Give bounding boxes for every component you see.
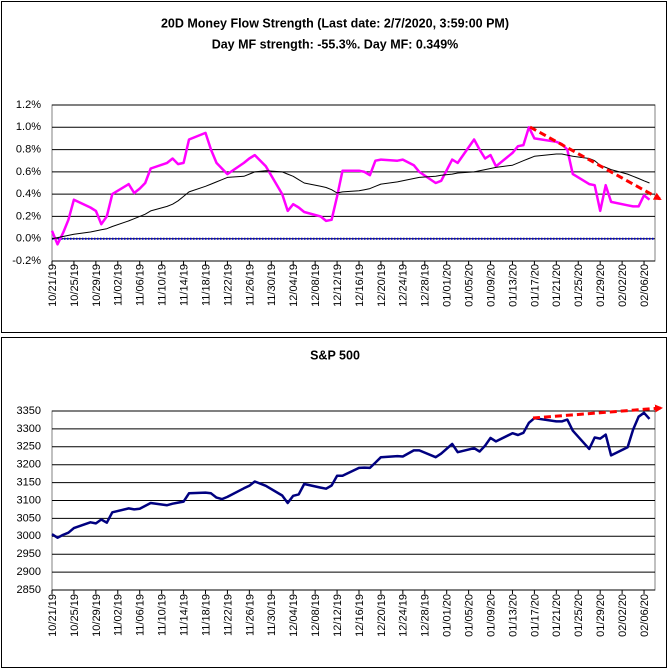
y-tick-label: -0.2%: [12, 255, 41, 267]
x-tick-label: 12/24/19: [398, 264, 410, 307]
x-tick-label: 01/25/20: [573, 264, 585, 307]
x-tick-label: 12/16/19: [354, 264, 366, 307]
x-tick-label: 01/05/20: [464, 264, 476, 307]
x-tick-label: 11/10/19: [157, 264, 169, 306]
x-tick-label: 12/28/19: [420, 594, 432, 637]
x-tick-label: 12/28/19: [420, 264, 432, 307]
x-tick-label: 11/14/19: [178, 264, 190, 306]
x-tick-label: 02/06/20: [639, 594, 651, 637]
y-tick-label: 0.2%: [16, 210, 41, 222]
x-tick-label: 11/30/19: [266, 594, 278, 636]
y-tick-label: 3100: [17, 494, 41, 506]
x-tick-label: 12/12/19: [332, 264, 344, 307]
x-tick-label: 01/17/20: [529, 264, 541, 307]
trend-arrow: [529, 125, 662, 201]
x-tick-label: 10/21/19: [47, 264, 59, 307]
x-tick-label: 12/08/19: [310, 264, 322, 307]
x-tick-label: 01/21/20: [551, 594, 563, 637]
y-tick-label: 2950: [17, 548, 41, 560]
x-tick-label: 12/04/19: [288, 594, 300, 637]
x-tick-label: 12/20/19: [376, 594, 388, 637]
y-tick-label: 3300: [17, 423, 41, 435]
y-tick-label: 3350: [17, 405, 41, 417]
chart-title: S&P 500: [310, 348, 360, 362]
x-tick-label: 11/06/19: [135, 594, 147, 636]
x-tick-label: 11/26/19: [244, 594, 256, 636]
y-tick-label: 3150: [17, 477, 41, 489]
series-line: [51, 411, 651, 539]
x-tick-label: 02/02/20: [617, 264, 629, 307]
x-tick-label: 01/09/20: [485, 264, 497, 307]
x-tick-label: 01/05/20: [464, 594, 476, 637]
x-tick-label: 12/12/19: [332, 594, 344, 637]
x-tick-label: 12/24/19: [398, 594, 410, 637]
y-tick-label: 0.6%: [16, 166, 41, 178]
x-tick-label: 12/20/19: [376, 264, 388, 307]
x-tick-label: 12/16/19: [354, 594, 366, 637]
x-tick-label: 01/01/20: [442, 264, 454, 307]
x-tick-label: 12/04/19: [288, 264, 300, 307]
x-tick-label: 01/13/20: [507, 594, 519, 637]
x-tick-label: 01/25/20: [573, 594, 585, 637]
x-tick-label: 10/29/19: [91, 594, 103, 637]
x-tick-label: 01/13/20: [507, 264, 519, 307]
x-tick-label: 01/17/20: [529, 594, 541, 637]
y-tick-label: 3050: [17, 512, 41, 524]
x-tick-label: 10/25/19: [69, 594, 81, 637]
y-tick-label: 0.8%: [16, 143, 41, 155]
x-tick-label: 01/29/20: [595, 594, 607, 637]
x-tick-label: 11/18/19: [200, 594, 212, 636]
x-tick-label: 10/21/19: [47, 594, 59, 637]
x-tick-label: 01/09/20: [485, 594, 497, 637]
x-tick-label: 10/29/19: [91, 264, 103, 307]
series-line: [51, 153, 650, 240]
x-tick-label: 01/01/20: [442, 594, 454, 637]
x-tick-label: 01/21/20: [551, 264, 563, 307]
y-tick-label: 1.0%: [16, 121, 41, 133]
x-tick-label: 11/10/19: [157, 594, 169, 636]
x-tick-label: 11/22/19: [222, 264, 234, 306]
x-tick-label: 11/14/19: [178, 594, 190, 636]
y-tick-label: 0.4%: [16, 188, 41, 200]
x-tick-label: 01/29/20: [595, 264, 607, 307]
y-tick-label: 3000: [17, 530, 41, 542]
x-tick-label: 11/26/19: [244, 264, 256, 306]
x-tick-label: 11/18/19: [200, 264, 212, 306]
chart-subtitle: Day MF strength: -55.3%. Day MF: 0.349%: [212, 37, 459, 51]
y-tick-label: 3250: [17, 441, 41, 453]
chart-title: 20D Money Flow Strength (Last date: 2/7/…: [161, 16, 509, 30]
x-tick-label: 10/25/19: [69, 264, 81, 307]
y-tick-label: 2900: [17, 566, 41, 578]
y-tick-label: 0.0%: [16, 233, 41, 245]
x-tick-label: 11/06/19: [135, 264, 147, 306]
x-tick-label: 02/02/20: [617, 594, 629, 637]
plot-area: [51, 104, 656, 262]
x-tick-label: 12/08/19: [310, 594, 322, 637]
x-tick-label: 11/30/19: [266, 264, 278, 306]
y-tick-label: 2850: [17, 584, 41, 596]
x-tick-label: 11/22/19: [222, 594, 234, 636]
y-tick-label: 1.2%: [16, 99, 41, 111]
y-tick-label: 3200: [17, 459, 41, 471]
x-tick-label: 02/06/20: [639, 264, 651, 307]
x-tick-label: 11/02/19: [113, 264, 125, 306]
x-tick-label: 11/02/19: [113, 594, 125, 636]
